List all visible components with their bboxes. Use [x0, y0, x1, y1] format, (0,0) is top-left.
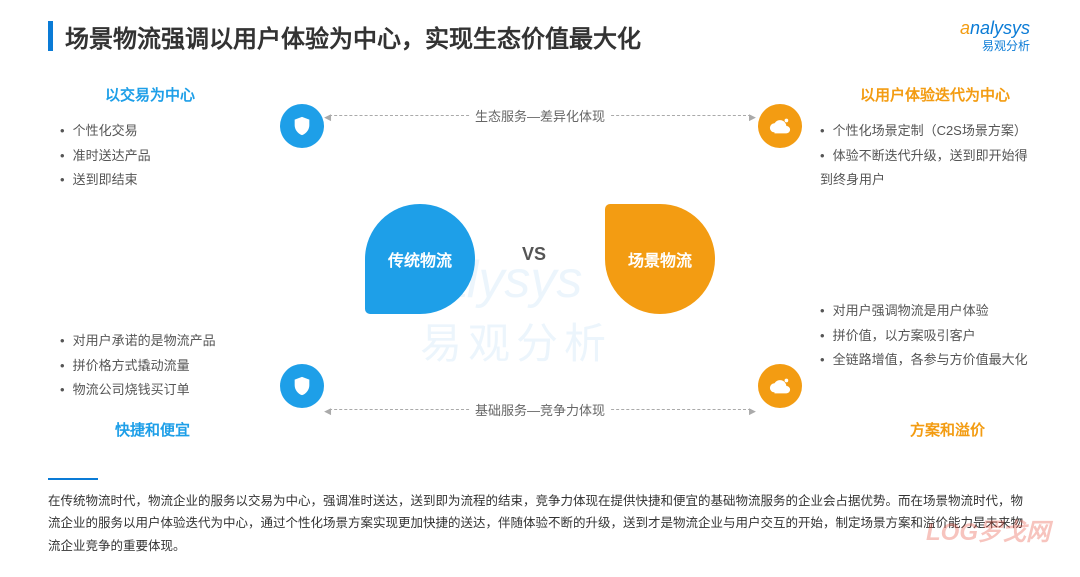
bullets-bottom-right: 对用户强调物流是用户体验 拼价值，以方案吸引客户 全链路增值，各参与方价值最大化 — [820, 299, 1040, 373]
comparison-diagram: 生态服务—差异化体现 基础服务—竞争力体现 传统物流 场景物流 VS 以交易为中… — [0, 74, 1080, 444]
title-area: 场景物流强调以用户体验为中心，实现生态价值最大化 — [48, 19, 641, 54]
logo-chinese: 易观分析 — [960, 37, 1030, 54]
bullets-top-right: 个性化场景定制（C2S场景方案） 体验不断迭代升级，送到即开始得到终身用户 — [820, 119, 1040, 193]
quadrant-label-tr: 以用户体验迭代为中心 — [860, 84, 1010, 105]
bottom-divider-line: 基础服务—竞争力体现 — [324, 400, 756, 419]
bottom-line-label: 基础服务—竞争力体现 — [469, 400, 611, 419]
title-accent-bar — [48, 21, 53, 51]
list-item: 拼价值，以方案吸引客户 — [820, 324, 1040, 349]
bullets-top-left: 个性化交易 准时送达产品 送到即结束 — [60, 119, 260, 193]
list-item: 对用户强调物流是用户体验 — [820, 299, 1040, 324]
top-divider-line: 生态服务—差异化体现 — [324, 106, 756, 125]
right-drop-label: 场景物流 — [628, 247, 692, 271]
list-item: 送到即结束 — [60, 168, 260, 193]
top-line-label: 生态服务—差异化体现 — [469, 106, 611, 125]
list-item: 对用户承诺的是物流产品 — [60, 329, 270, 354]
right-drop-node: 场景物流 — [605, 204, 715, 314]
list-item: 准时送达产品 — [60, 144, 260, 169]
header: 场景物流强调以用户体验为中心，实现生态价值最大化 analysys 易观分析 — [0, 0, 1080, 64]
left-drop-node: 传统物流 — [365, 204, 475, 314]
quadrant-label-tl: 以交易为中心 — [105, 84, 195, 105]
vs-label: VS — [522, 244, 546, 265]
shield-icon — [280, 104, 324, 148]
quadrant-label-br: 方案和溢价 — [910, 419, 985, 440]
logo-english: analysys — [960, 18, 1030, 39]
list-item: 个性化场景定制（C2S场景方案） — [820, 119, 1040, 144]
cloud-icon — [758, 364, 802, 408]
list-item: 全链路增值，各参与方价值最大化 — [820, 348, 1040, 373]
page-title: 场景物流强调以用户体验为中心，实现生态价值最大化 — [65, 19, 641, 54]
cloud-icon — [758, 104, 802, 148]
list-item: 体验不断迭代升级，送到即开始得到终身用户 — [820, 144, 1040, 193]
brand-logo: analysys 易观分析 — [960, 18, 1030, 54]
footer-paragraph: 在传统物流时代，物流企业的服务以交易为中心，强调准时送达，送到即为流程的结束，竞… — [48, 490, 1032, 558]
list-item: 物流公司烧钱买订单 — [60, 378, 270, 403]
footer-accent-line — [48, 478, 98, 480]
quadrant-label-bl: 快捷和便宜 — [115, 419, 190, 440]
left-drop-label: 传统物流 — [388, 247, 452, 271]
list-item: 拼价格方式撬动流量 — [60, 354, 270, 379]
bullets-bottom-left: 对用户承诺的是物流产品 拼价格方式撬动流量 物流公司烧钱买订单 — [60, 329, 270, 403]
shield-icon — [280, 364, 324, 408]
list-item: 个性化交易 — [60, 119, 260, 144]
footer: 在传统物流时代，物流企业的服务以交易为中心，强调准时送达，送到即为流程的结束，竞… — [48, 478, 1032, 558]
